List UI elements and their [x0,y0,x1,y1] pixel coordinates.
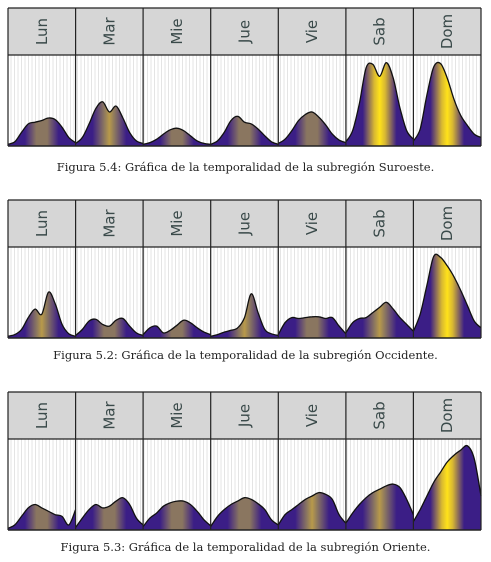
day-label: Mar [100,209,118,238]
figure-caption: Figura 5.4: Gráfica de la temporalidad d… [56,160,435,174]
day-label: Dom [438,14,456,49]
day-header-band [8,8,481,55]
day-label: Vie [303,404,321,427]
day-area [75,318,144,338]
day-area [210,293,279,338]
day-area [210,116,279,146]
series-line [345,301,414,334]
day-label: Sab [371,401,389,429]
series-line [142,319,211,336]
series-line [345,62,414,143]
day-label: Dom [438,206,456,241]
day-area [210,497,279,530]
day-label: Jue [236,20,254,44]
series-line [277,315,347,335]
day-label: Jue [236,212,254,236]
day-label: Vie [303,20,321,43]
series-line [75,317,144,337]
figure-caption: Figura 5.3: Gráfica de la temporalidad d… [60,540,431,554]
day-area [413,62,481,146]
day-label: Mar [100,17,118,46]
day-label: Lun [33,402,51,429]
series-line [412,61,482,142]
series-line [7,117,76,145]
day-label: Mie [168,210,186,236]
series-line [345,483,414,524]
series-line [277,491,347,526]
series-line [412,253,482,332]
series-line [412,444,482,522]
series-line [210,115,279,145]
grid-lines [10,55,481,146]
day-area [278,492,346,530]
series-line [75,496,144,528]
series-line [7,291,76,337]
series-line [75,101,144,145]
day-label: Mie [168,402,186,428]
series-line [210,293,279,337]
day-area [345,62,414,146]
day-area [75,497,144,530]
day-area [8,117,76,146]
day-label: Lun [33,18,51,45]
day-label: Sab [371,17,389,45]
day-header-band [8,200,481,247]
day-label: Mar [100,401,118,430]
day-label: Vie [303,212,321,235]
day-area [143,128,211,146]
series-line [142,500,212,528]
day-area [8,504,76,530]
figure-occidente: Lun Mar Mie Jue Vie Sab Dom Figura 5.2: Gráfic… [0,192,491,382]
day-area [413,254,481,338]
day-area [278,111,346,146]
day-area [345,484,414,530]
day-label: Sab [371,209,389,237]
day-area [278,316,346,338]
temporality-chart-suroeste: Lun Mar Mie Jue Vie Sab Dom [7,7,482,147]
day-label: Mie [168,18,186,44]
day-label: Jue [236,404,254,428]
day-header-band [8,392,481,439]
figure-oriente: Lun Mar Mie Jue Vie Sab Dom Figura 5.3: Gráfic… [0,384,491,562]
temporality-chart-occidente: Lun Mar Mie Jue Vie Sab Dom [7,199,482,339]
series-line [277,111,347,144]
day-area [413,445,481,530]
day-area [143,320,211,338]
day-area [75,101,144,146]
day-area [345,302,414,338]
figure-caption: Figura 5.2: Gráfica de la temporalidad d… [53,348,438,362]
day-label: Dom [438,398,456,433]
series-line [210,496,279,527]
day-label: Lun [33,210,51,237]
series-line [142,127,211,145]
figure-suroeste: Lun Mar Mie Jue Vie Sab Dom Figura 5.4: Gráfic… [0,0,491,190]
temporality-chart-oriente: Lun Mar Mie Jue Vie Sab Dom [7,391,482,531]
series-line [7,503,77,529]
